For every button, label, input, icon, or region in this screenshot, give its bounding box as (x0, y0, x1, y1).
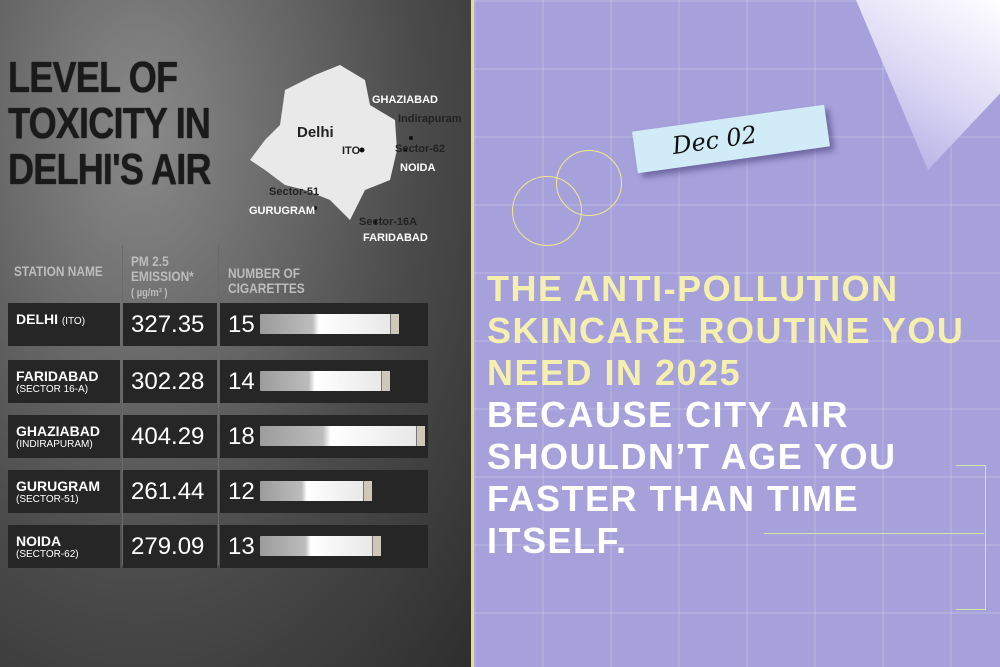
cigarette-bar (260, 371, 390, 391)
table-row: DELHI (ITO) 327.35 15 (8, 303, 428, 346)
map-label: Indirapuram (398, 113, 462, 125)
headline: THE ANTI-POLLUTION SKINCARE ROUTINE YOU … (487, 268, 1000, 562)
title-line: LEVEL OF (8, 53, 178, 102)
station-name: GURUGRAM (SECTOR-51) (8, 470, 120, 513)
cigarette-count: 13 (228, 533, 255, 560)
station-label: FARIDABAD (16, 368, 99, 384)
header-cigarettes: NUMBER OF CIGARETTES (228, 265, 305, 296)
cigarette-ash (380, 371, 390, 391)
station-label: DELHI (16, 311, 58, 327)
station-sub: (SECTOR-62) (16, 549, 79, 560)
station-sub: (SECTOR 16-A) (16, 384, 89, 395)
infographic-panel: LEVEL OF TOXICITY IN DELHI'S AIR Delhi I… (0, 0, 472, 667)
cigarette-bar (260, 314, 399, 334)
delhi-map: Delhi ITO GHAZIABAD Indirapuram Sector-6… (245, 50, 465, 250)
cigarette-cell: 14 (220, 360, 428, 403)
divider (122, 245, 123, 565)
pm-value: 302.28 (123, 360, 217, 403)
cigarette-count: 18 (228, 423, 255, 450)
header-pm: PM 2.5 EMISSION* ( µg/m³ ) (131, 254, 225, 301)
pm-value: 327.35 (123, 303, 217, 346)
banner-panel: Dec 02 THE ANTI-POLLUTION SKINCARE ROUTI… (474, 0, 1000, 667)
bracket-decoration (956, 465, 986, 610)
cigarette-ash (372, 536, 382, 556)
map-label: Delhi (297, 124, 334, 141)
cigarette-ash (363, 481, 373, 501)
headline-line: BECAUSE CITY AIR (487, 394, 850, 435)
headline-line: THE ANTI-POLLUTION (487, 268, 899, 309)
cigarette-cell: 12 (220, 470, 428, 513)
map-label: Sector-62 (395, 143, 446, 155)
headline-line: SHOULDN’T AGE YOU (487, 436, 897, 477)
pm-value: 261.44 (123, 470, 217, 513)
station-name: GHAZIABAD (INDIRAPURAM) (8, 415, 120, 458)
map-label: GURUGRAM (249, 205, 315, 217)
station-name: FARIDABAD (SECTOR 16-A) (8, 360, 120, 403)
map-label: Sector-51 (269, 186, 320, 198)
cigarette-count: 15 (228, 311, 255, 338)
table-row: GURUGRAM (SECTOR-51) 261.44 12 (8, 470, 428, 513)
headline-line: NEED IN 2025 (487, 352, 742, 393)
headline-line: SKINCARE ROUTINE YOU (487, 310, 965, 351)
map-shape (250, 65, 413, 224)
station-label: GHAZIABAD (16, 423, 100, 439)
title-line: DELHI'S AIR (8, 145, 212, 194)
circle-decoration (512, 176, 582, 246)
cigarette-ash (415, 426, 425, 446)
pm-value: 279.09 (123, 525, 217, 568)
cigarette-cell: 18 (220, 415, 428, 458)
station-sub: (ITO) (61, 316, 86, 327)
station-label: GURUGRAM (16, 478, 100, 494)
cigarette-bar (260, 536, 382, 556)
panel-divider (471, 0, 474, 667)
map-label: ITO (342, 145, 361, 157)
cigarette-cell: 15 (220, 303, 428, 346)
cigarette-ash (389, 314, 399, 334)
cigarette-count: 12 (228, 478, 255, 505)
divider (218, 245, 219, 565)
cigarette-bar (260, 426, 425, 446)
table-row: FARIDABAD (SECTOR 16-A) 302.28 14 (8, 360, 428, 403)
table-row: NOIDA (SECTOR-62) 279.09 13 (8, 525, 428, 568)
station-label: NOIDA (16, 533, 62, 549)
title-line: TOXICITY IN (8, 99, 211, 148)
infographic-title: LEVEL OF TOXICITY IN DELHI'S AIR (8, 53, 212, 194)
pm-value: 404.29 (123, 415, 217, 458)
header-pm-label: PM 2.5 EMISSION* (131, 253, 194, 284)
date-text: Dec 02 (670, 120, 759, 161)
station-sub: (SECTOR-51) (16, 494, 79, 505)
map-label: GHAZIABAD (372, 94, 438, 106)
cigarette-cell: 13 (220, 525, 428, 568)
cigarette-count: 14 (228, 368, 255, 395)
cigarette-bar (260, 481, 373, 501)
station-name: NOIDA (SECTOR-62) (8, 525, 120, 568)
arrow-line-decoration (764, 533, 984, 534)
map-label: Sector-16A (359, 216, 418, 228)
station-name: DELHI (ITO) (8, 303, 120, 346)
header-unit: ( µg/m³ ) (131, 287, 168, 299)
header-station: STATION NAME (14, 263, 103, 279)
headline-line: FASTER THAN TIME ITSELF. (487, 478, 859, 561)
map-label: FARIDABAD (363, 232, 428, 244)
map-label: NOIDA (400, 162, 436, 174)
table-row: GHAZIABAD (INDIRAPURAM) 404.29 18 (8, 415, 428, 458)
date-note: Dec 02 (632, 104, 830, 174)
station-sub: (INDIRAPURAM) (16, 439, 93, 450)
